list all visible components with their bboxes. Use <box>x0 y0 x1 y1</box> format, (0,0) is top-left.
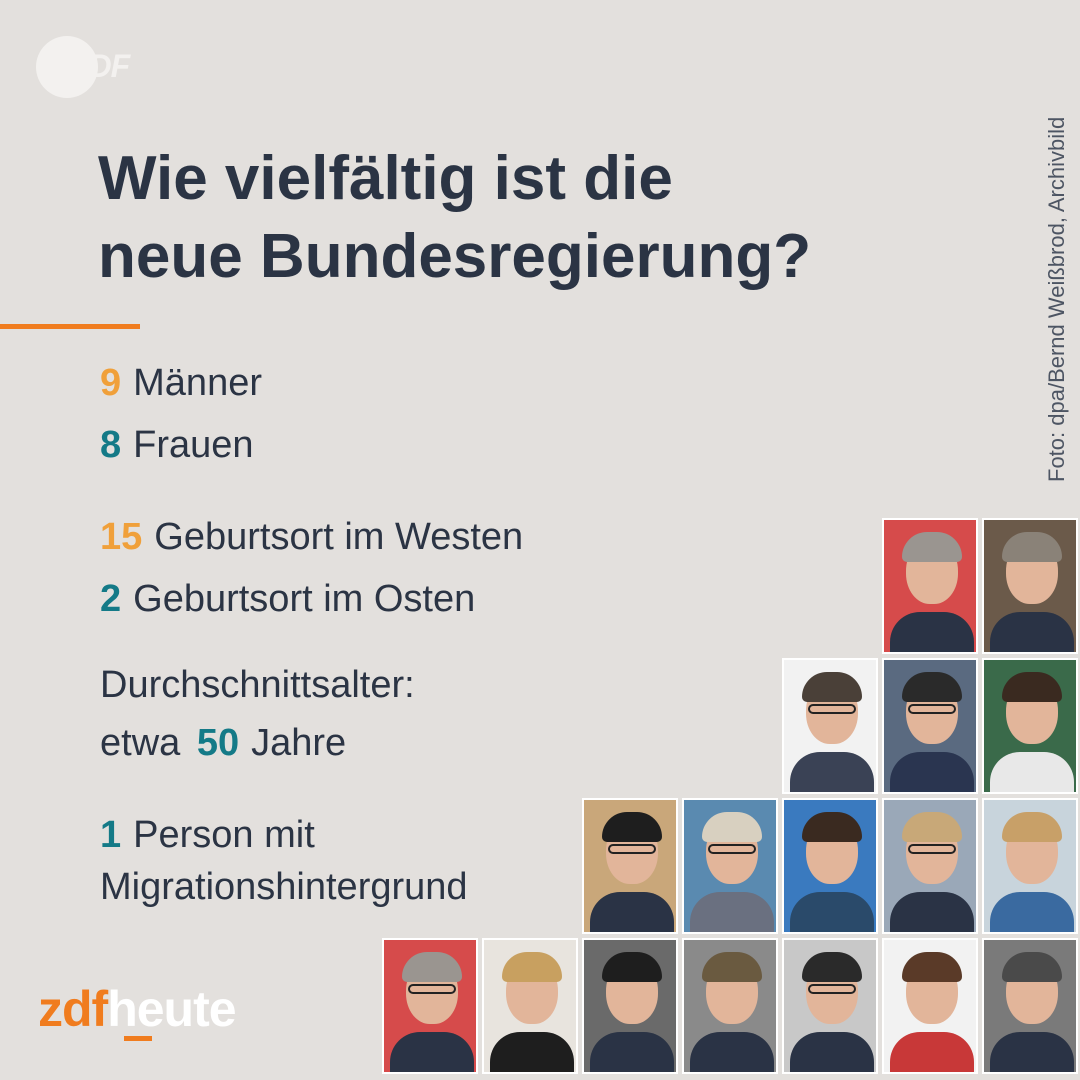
cabinet-member-photo <box>682 938 778 1074</box>
stat-age-suffix: Jahre <box>251 722 347 764</box>
portrait-hair <box>902 672 962 702</box>
cabinet-member-photo <box>482 938 578 1074</box>
stat-women: 8 Frauen <box>100 424 254 467</box>
zdf-logo-circle <box>36 36 98 98</box>
portrait-hair <box>1002 672 1062 702</box>
stat-west: 15 Geburtsort im Westen <box>100 516 523 559</box>
portrait-body <box>890 892 974 932</box>
stat-migration-number: 1 <box>100 814 122 856</box>
portrait-body <box>990 892 1074 932</box>
portrait-hair <box>702 952 762 982</box>
portrait-hair <box>1002 952 1062 982</box>
portrait-body <box>690 1032 774 1072</box>
cabinet-member-photo <box>882 798 978 934</box>
portrait-glasses <box>808 704 856 714</box>
portrait-body <box>790 892 874 932</box>
portrait-hair <box>402 952 462 982</box>
zdf-logo: ZDF <box>36 36 146 98</box>
portrait-body <box>990 612 1074 652</box>
stat-migration-line-2: Migrationshintergrund <box>100 866 468 908</box>
portrait-hair <box>502 952 562 982</box>
portrait-hair <box>602 952 662 982</box>
cabinet-member-photo <box>782 938 878 1074</box>
brand-underscore <box>124 1036 152 1041</box>
stat-east-number: 2 <box>100 578 122 620</box>
portrait-glasses <box>908 844 956 854</box>
portrait-hair <box>602 812 662 842</box>
zdf-logo-text: ZDF <box>70 48 130 84</box>
stat-age-title: Durchschnittsalter: <box>100 664 415 706</box>
portrait-body <box>590 892 674 932</box>
portrait-hair <box>902 812 962 842</box>
headline-line-1: Wie vielfältig ist die <box>98 144 673 213</box>
stat-age: etwa 50 Jahre <box>100 722 346 765</box>
portrait-hair <box>902 532 962 562</box>
stat-age-number: 50 <box>196 722 240 764</box>
portrait-glasses <box>708 844 756 854</box>
stat-west-label: Geburtsort im Westen <box>154 516 524 558</box>
portrait-body <box>990 752 1074 792</box>
cabinet-member-photo <box>982 798 1078 934</box>
cabinet-member-photo <box>982 658 1078 794</box>
cabinet-member-photo <box>382 938 478 1074</box>
cabinet-member-photo <box>982 518 1078 654</box>
stat-men-label: Männer <box>133 362 262 404</box>
portrait-body <box>890 612 974 652</box>
portrait-glasses <box>608 844 656 854</box>
portrait-body <box>690 892 774 932</box>
cabinet-member-photo <box>582 798 678 934</box>
brand-zdf: zdf <box>38 981 108 1037</box>
cabinet-member-photo <box>582 938 678 1074</box>
portrait-hair <box>802 812 862 842</box>
portrait-body <box>890 752 974 792</box>
brand-heute: heute <box>107 981 236 1037</box>
accent-rule <box>0 324 140 329</box>
stat-women-number: 8 <box>100 424 122 466</box>
stat-east-label: Geburtsort im Osten <box>133 578 476 620</box>
portrait-hair <box>1002 812 1062 842</box>
stat-migration: 1 Person mit <box>100 814 315 857</box>
stat-men: 9 Männer <box>100 362 262 405</box>
portrait-hair <box>802 952 862 982</box>
portrait-body <box>990 1032 1074 1072</box>
portrait-body <box>590 1032 674 1072</box>
portrait-hair <box>802 672 862 702</box>
cabinet-member-photo <box>782 658 878 794</box>
stat-women-label: Frauen <box>133 424 254 466</box>
portrait-body <box>390 1032 474 1072</box>
cabinet-member-photo <box>882 518 978 654</box>
headline: Wie vielfältig ist die neue Bundesregier… <box>98 140 918 296</box>
portrait-hair <box>902 952 962 982</box>
photo-credit: Foto: dpa/Bernd Weißbrod, Archivbild <box>1044 116 1069 482</box>
zdfheute-logo: zdfheute <box>38 980 237 1041</box>
portrait-hair <box>702 812 762 842</box>
cabinet-member-photo <box>682 798 778 934</box>
headline-line-2: neue Bundesregierung? <box>98 222 812 291</box>
stat-age-prefix: etwa <box>100 722 181 764</box>
portrait-body <box>790 1032 874 1072</box>
portrait-body <box>490 1032 574 1072</box>
stat-migration-line-1: Person mit <box>133 814 315 856</box>
stat-men-number: 9 <box>100 362 122 404</box>
portrait-glasses <box>808 984 856 994</box>
stat-west-number: 15 <box>100 516 143 558</box>
cabinet-member-photo <box>982 938 1078 1074</box>
portrait-hair <box>1002 532 1062 562</box>
portrait-body <box>890 1032 974 1072</box>
stat-east: 2 Geburtsort im Osten <box>100 578 475 621</box>
cabinet-member-photo <box>882 938 978 1074</box>
portrait-glasses <box>408 984 456 994</box>
portrait-glasses <box>908 704 956 714</box>
portrait-body <box>790 752 874 792</box>
cabinet-member-photo <box>882 658 978 794</box>
cabinet-member-photo <box>782 798 878 934</box>
